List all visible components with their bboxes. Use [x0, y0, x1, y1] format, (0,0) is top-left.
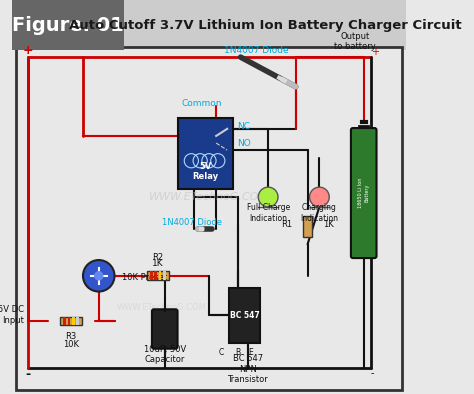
Text: E: E — [248, 348, 253, 357]
Circle shape — [310, 187, 329, 207]
Text: BC 547: BC 547 — [229, 311, 259, 320]
Text: 1N4007 Diode: 1N4007 Diode — [162, 217, 222, 227]
Text: Full Charge
Indication: Full Charge Indication — [246, 203, 290, 223]
Text: NO: NO — [237, 139, 250, 148]
Text: -: - — [371, 368, 374, 378]
Text: 5V DC
Input: 5V DC Input — [0, 305, 24, 325]
Text: C: C — [218, 348, 224, 357]
Bar — [76, 317, 79, 325]
Text: BC 547
NPN
Transistor: BC 547 NPN Transistor — [228, 354, 268, 384]
Text: Figure. 01: Figure. 01 — [12, 16, 124, 35]
Text: Charging
Indication: Charging Indication — [301, 203, 338, 223]
Text: 5V
Relay: 5V Relay — [192, 162, 218, 181]
Text: Auto Cutoff 3.7V Lithium Ion Battery Charger Circuit: Auto Cutoff 3.7V Lithium Ion Battery Cha… — [69, 19, 462, 32]
Text: R2: R2 — [152, 253, 164, 262]
Text: B: B — [236, 348, 241, 357]
Bar — [72, 317, 74, 325]
Circle shape — [258, 187, 278, 207]
Bar — [163, 271, 165, 280]
Bar — [159, 271, 161, 280]
Bar — [12, 0, 124, 50]
Text: R1: R1 — [281, 219, 292, 229]
Bar — [150, 271, 153, 280]
Text: 18650 Li Ion
Battery: 18650 Li Ion Battery — [358, 178, 369, 208]
FancyBboxPatch shape — [152, 309, 178, 349]
Text: 1K: 1K — [152, 259, 164, 268]
Text: 1K: 1K — [323, 219, 334, 229]
Bar — [68, 317, 70, 325]
Text: 10uF, 50V
Capacitor: 10uF, 50V Capacitor — [144, 345, 186, 364]
Bar — [303, 216, 312, 237]
Circle shape — [94, 271, 103, 281]
Text: WWW.ETechnoG.COM: WWW.ETechnoG.COM — [117, 303, 207, 312]
Bar — [60, 317, 82, 325]
Text: Output
to battery: Output to battery — [334, 32, 376, 51]
Bar — [16, 47, 402, 390]
Bar — [147, 271, 169, 280]
Text: +: + — [22, 44, 33, 57]
Text: 10K: 10K — [63, 340, 79, 349]
Text: 10K Preset: 10K Preset — [122, 273, 167, 282]
Circle shape — [83, 260, 115, 292]
Text: 1N4007 Diode: 1N4007 Diode — [224, 46, 289, 55]
Text: Common: Common — [182, 99, 222, 108]
FancyBboxPatch shape — [351, 128, 376, 258]
Text: +: + — [371, 47, 379, 57]
Text: NC: NC — [237, 122, 250, 131]
Text: WWW.ETechnoG.COM: WWW.ETechnoG.COM — [149, 192, 269, 202]
Bar — [64, 317, 66, 325]
Bar — [155, 271, 157, 280]
Bar — [12, 0, 406, 50]
Text: R3: R3 — [65, 332, 77, 341]
FancyBboxPatch shape — [178, 118, 233, 189]
Bar — [229, 288, 260, 343]
Text: -: - — [25, 368, 30, 381]
